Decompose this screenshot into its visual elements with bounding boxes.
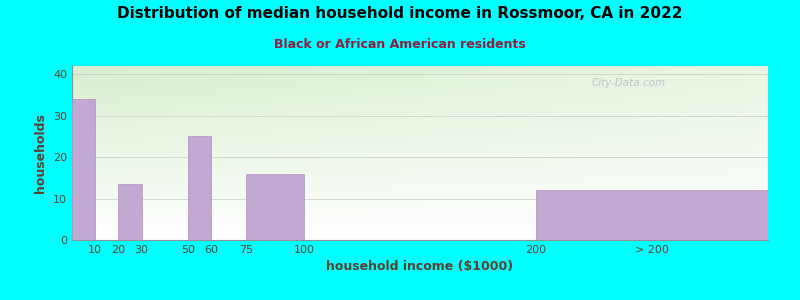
Bar [188,136,211,240]
Bar [72,99,95,240]
Text: Black or African American residents: Black or African American residents [274,38,526,50]
Bar [246,174,304,240]
Bar [536,190,768,240]
Text: City-Data.com: City-Data.com [592,78,666,88]
Text: Distribution of median household income in Rossmoor, CA in 2022: Distribution of median household income … [118,6,682,21]
X-axis label: household income ($1000): household income ($1000) [326,260,514,273]
Bar [118,184,142,240]
Y-axis label: households: households [34,113,47,193]
